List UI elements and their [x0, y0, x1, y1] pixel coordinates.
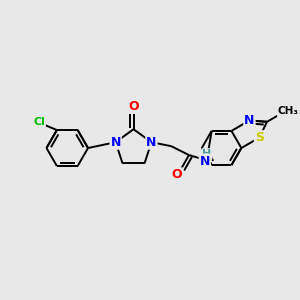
Text: S: S	[255, 131, 264, 144]
Text: N: N	[146, 136, 157, 149]
Text: N: N	[244, 114, 255, 127]
Text: CH₃: CH₃	[278, 106, 299, 116]
Text: O: O	[128, 100, 139, 113]
Text: Cl: Cl	[33, 117, 45, 127]
Text: N: N	[110, 136, 121, 149]
Text: H: H	[202, 149, 212, 159]
Text: O: O	[172, 168, 182, 182]
Text: N: N	[200, 154, 210, 167]
